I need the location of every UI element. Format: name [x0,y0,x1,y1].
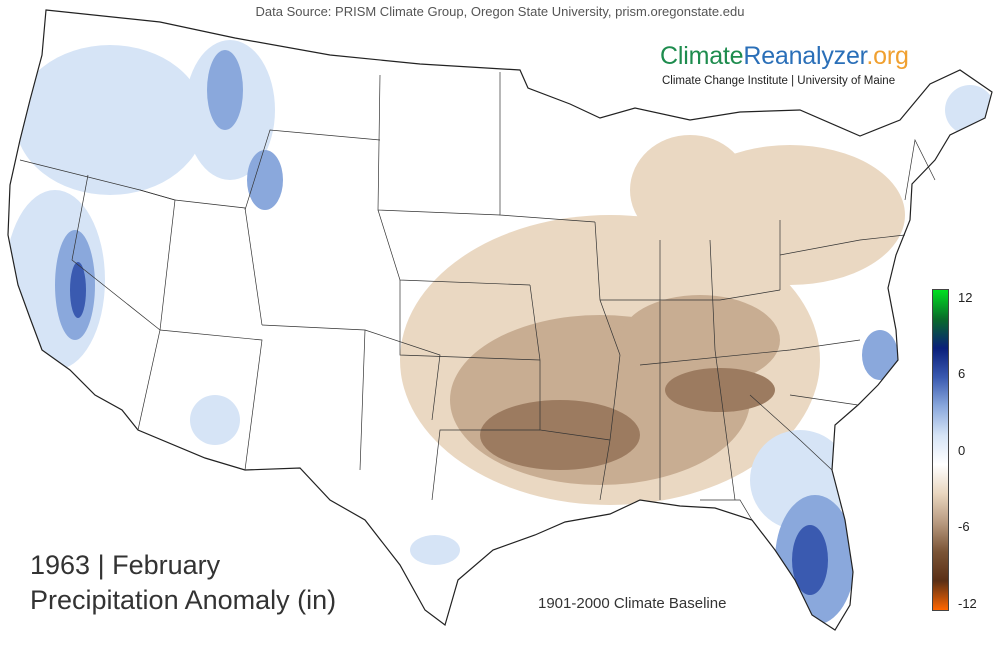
brand-part-org: .org [866,42,909,70]
legend-tick-neg6: -6 [958,519,970,534]
brand-logo[interactable]: ClimateReanalyzer.org [660,42,909,71]
wet-region-yellowstone [247,150,283,210]
legend-tick-neg12: -12 [958,596,977,611]
wet-region-carolina-coast [862,330,898,380]
wet-region-sierra-dark [70,262,86,318]
wet-region-arizona [190,395,240,445]
wet-region-pacific-northwest [15,45,205,195]
legend-color-bar [932,289,949,611]
anomaly-shading [8,40,992,625]
state-borders [19,72,936,521]
legend-tick-12: 12 [958,290,973,305]
brand-part-reanalyzer: Reanalyzer [743,42,867,70]
baseline-label: 1901-2000 Climate Baseline [538,595,727,612]
legend-tick-0: 0 [958,443,966,458]
brand-part-climate: Climate [660,42,744,70]
map-title-date: 1963 | February [30,550,221,580]
legend-tick-6: 6 [958,366,966,381]
wet-region-south-texas [410,535,460,565]
wet-region-northern-rockies-mid [207,50,243,130]
dry-region-dark [480,400,640,470]
us-outline [7,9,993,631]
map-title-variable: Precipitation Anomaly (in) [30,585,337,615]
dry-region-light-michigan [630,135,750,245]
brand-subtitle: Climate Change Institute | University of… [662,75,896,87]
wet-region-florida-dark [792,525,828,595]
data-source-text: Data Source: PRISM Climate Group, Oregon… [255,4,745,19]
